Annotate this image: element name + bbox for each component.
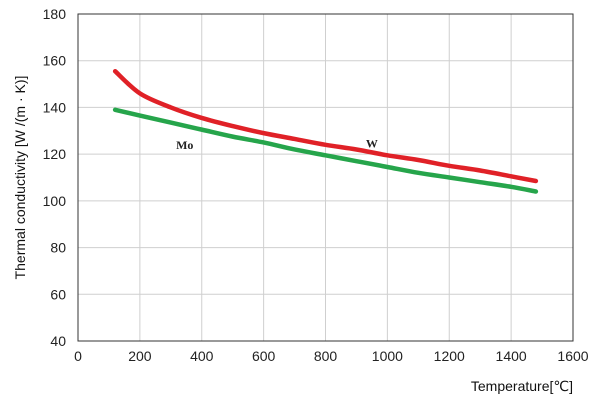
x-tick-label: 1400 — [496, 348, 527, 364]
y-tick-label: 100 — [43, 193, 67, 209]
y-tick-label: 80 — [50, 240, 66, 256]
x-tick-label: 0 — [74, 348, 82, 364]
x-tick-label: 600 — [252, 348, 276, 364]
x-tick-label: 1200 — [434, 348, 465, 364]
x-tick-label: 200 — [128, 348, 152, 364]
y-axis-title: Thermal conductivity [W /(m · K)] — [12, 76, 28, 280]
plot-border — [77, 13, 574, 342]
y-tick-label: 180 — [43, 6, 67, 22]
y-tick-label: 40 — [50, 333, 66, 349]
y-tick-label: 60 — [50, 286, 66, 302]
x-tick-label: 1000 — [372, 348, 403, 364]
x-axis-title: Temperature[℃] — [471, 378, 573, 394]
tick-labels: 0 200 400 600 800 1000 1200 1400 1600 40 60 80 100 12… — [43, 6, 589, 364]
series-lines — [112, 68, 539, 194]
x-tick-label: 800 — [314, 348, 338, 364]
x-tick-label: 400 — [190, 348, 214, 364]
series-label-mo: Mo — [176, 138, 193, 152]
series-label-w: W — [366, 137, 378, 151]
y-tick-label: 160 — [43, 53, 67, 69]
y-tick-label: 140 — [43, 99, 67, 115]
y-tick-label: 120 — [43, 146, 67, 162]
x-tick-label: 1600 — [557, 348, 588, 364]
series-line-mo — [112, 107, 539, 194]
series-line-w — [112, 68, 539, 184]
series-labels: Mo W — [176, 137, 378, 152]
